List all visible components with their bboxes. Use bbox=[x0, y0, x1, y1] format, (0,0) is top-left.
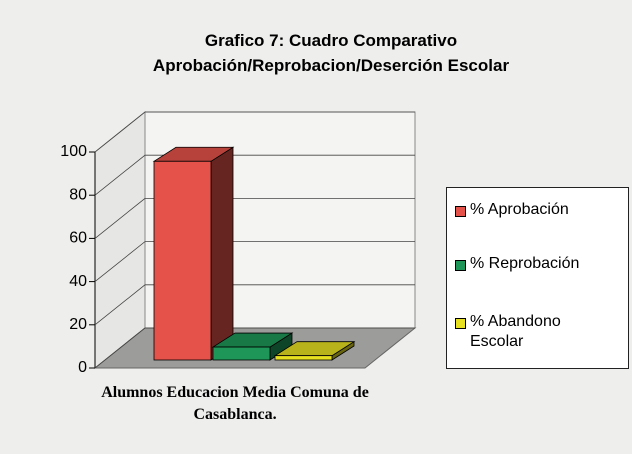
legend-item: % Reprobación bbox=[455, 254, 625, 274]
legend-label: % Reprobación bbox=[470, 255, 580, 272]
y-tick-label: 20 bbox=[69, 316, 87, 333]
y-tick-label: 60 bbox=[69, 230, 87, 247]
bar-front bbox=[153, 160, 212, 361]
y-tick-label: 40 bbox=[69, 273, 87, 290]
legend-label: % Abandono Escolar bbox=[470, 313, 561, 350]
legend-label: % Aprobación bbox=[470, 201, 569, 218]
grid-line bbox=[94, 327, 415, 369]
legend-swatch bbox=[455, 206, 466, 217]
y-tick-label: 0 bbox=[78, 359, 87, 376]
legend-swatch bbox=[455, 318, 466, 329]
bar-front bbox=[274, 355, 333, 361]
grid-line bbox=[94, 241, 415, 282]
legend-item: % Abandono Escolar bbox=[455, 312, 625, 352]
legend-item: % Aprobación bbox=[455, 200, 625, 220]
legend: % Aprobación % Reprobación % Abandono Esco… bbox=[446, 187, 629, 369]
bar bbox=[152, 146, 235, 361]
x-tick-label: Alumnos Educacion Media Comuna de Casabl… bbox=[101, 384, 369, 423]
bar bbox=[273, 340, 356, 361]
chart-title: Grafico 7: Cuadro Comparativo Aprobación… bbox=[152, 31, 510, 75]
grid-line bbox=[94, 284, 415, 326]
y-tick-label: 80 bbox=[69, 186, 87, 203]
grid-line bbox=[94, 154, 415, 196]
grid-line bbox=[94, 197, 415, 239]
legend-swatch bbox=[455, 260, 466, 271]
y-tick-label: 100 bbox=[60, 143, 87, 160]
grid-line bbox=[94, 111, 415, 153]
side-wall bbox=[94, 110, 146, 370]
bar-front bbox=[212, 346, 271, 361]
bar-side bbox=[210, 146, 234, 361]
